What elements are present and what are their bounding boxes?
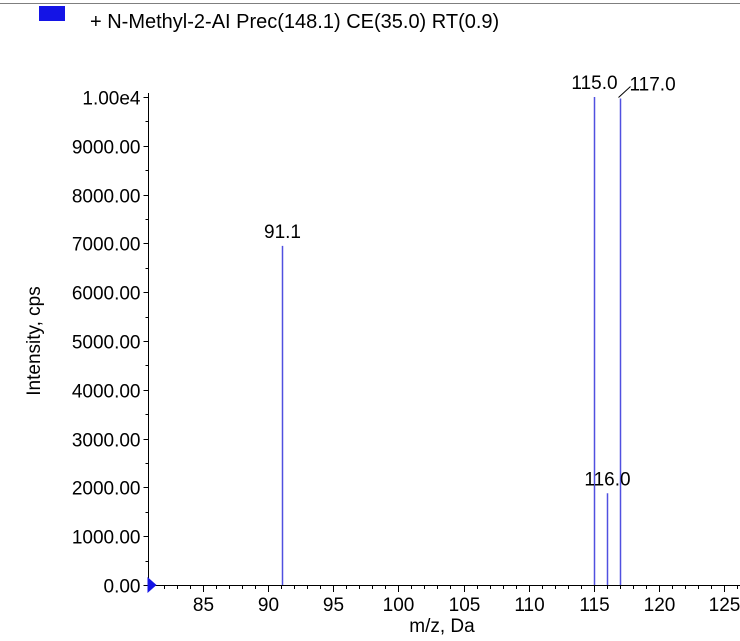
- x-tick-label: 120: [644, 595, 676, 616]
- legend-label: + N-Methyl-2-AI Prec(148.1) CE(35.0) RT(…: [90, 11, 500, 33]
- y-tick-label: 3000.00: [72, 431, 141, 452]
- y-tick-label: 9000.00: [72, 138, 141, 159]
- y-tick-label: 1.00e4: [82, 89, 141, 110]
- peak-label: 117.0: [630, 74, 676, 95]
- peak-label: 115.0: [571, 73, 617, 94]
- y-tick-label: 6000.00: [72, 284, 141, 305]
- chart-frame-top-border: [0, 3, 740, 4]
- x-tick-label: 115: [579, 595, 609, 616]
- peak-label: 91.1: [264, 222, 301, 243]
- x-tick-label: 95: [323, 595, 344, 616]
- y-tick-label: 0.00: [104, 577, 141, 598]
- peak-labels: 91.1 115.0 116.0 117.0: [264, 73, 676, 490]
- axis-origin-marker: [147, 577, 157, 593]
- y-tick-label: 2000.00: [72, 479, 141, 500]
- peak-label: 116.0: [584, 469, 630, 490]
- chart-axes: [144, 93, 740, 586]
- y-tick-label: 1000.00: [72, 528, 141, 549]
- y-tick-label: 8000.00: [72, 187, 141, 208]
- x-axis-label: m/z, Da: [409, 616, 475, 637]
- legend-swatch: [39, 6, 65, 21]
- x-tick-label: 110: [514, 595, 544, 616]
- y-axis-label: Intensity, cps: [24, 286, 45, 395]
- y-tick-label: 5000.00: [72, 333, 141, 354]
- x-axis-ticks: 85 90 95 100 105 110 115 120 125: [151, 585, 740, 616]
- y-axis-ticks: 0.00 1000.00 2000.00 3000.00 4000.00 5000.00 6…: [72, 89, 149, 598]
- spectrum-peaks: [281, 97, 622, 585]
- peak-label-leader: [618, 86, 631, 98]
- y-tick-label: 7000.00: [72, 235, 141, 256]
- x-tick-label: 90: [258, 595, 279, 616]
- x-tick-label: 85: [193, 595, 214, 616]
- x-tick-label: 125: [709, 595, 740, 616]
- x-tick-label: 100: [383, 595, 415, 616]
- y-tick-label: 4000.00: [72, 382, 141, 403]
- x-tick-label: 105: [449, 595, 481, 616]
